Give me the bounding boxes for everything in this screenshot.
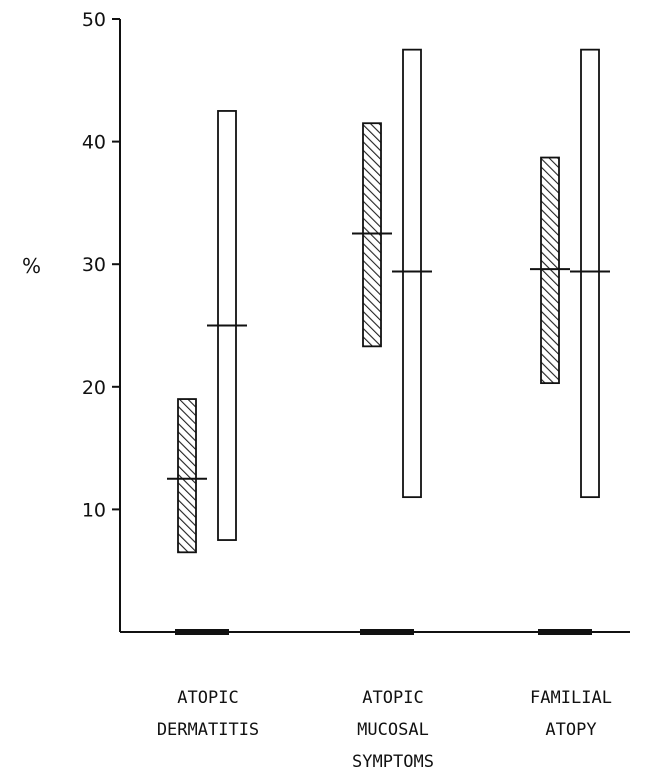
x-axis-labels: ATOPIC DERMATITIS ATOPIC MUCOSAL SYMPTOMS FAM… — [157, 688, 612, 772]
category-label-1-line-1: MUCOSAL — [357, 720, 429, 740]
category-label-2-line-1: ATOPY — [545, 720, 596, 740]
hatched-bar-1 — [362, 122, 382, 348]
y-tick-label-30: 30 — [82, 254, 106, 276]
baseline-marker-0 — [175, 629, 229, 635]
category-label-2-line-0: FAMILIAL — [530, 688, 612, 708]
hatched-bar-2 — [540, 156, 560, 385]
y-tick-label-50: 50 — [82, 9, 106, 31]
category-label-1-line-2: SYMPTOMS — [352, 752, 434, 772]
open-bar-1 — [402, 48, 422, 499]
y-axis-ticks: 10 20 30 40 50 — [82, 9, 120, 521]
y-tick-label-20: 20 — [82, 377, 106, 399]
bars — [167, 48, 610, 635]
open-bar-2 — [580, 48, 600, 499]
category-label-0-line-0: ATOPIC — [177, 688, 238, 708]
baseline-marker-1 — [360, 629, 414, 635]
y-axis-label: % — [22, 254, 41, 278]
baseline-marker-2 — [538, 629, 592, 635]
y-tick-label-40: 40 — [82, 132, 106, 154]
category-label-0-line-1: DERMATITIS — [157, 720, 259, 740]
y-tick-label-10: 10 — [82, 499, 106, 521]
hatched-bar-0 — [177, 398, 197, 554]
category-label-1-line-0: ATOPIC — [362, 688, 423, 708]
